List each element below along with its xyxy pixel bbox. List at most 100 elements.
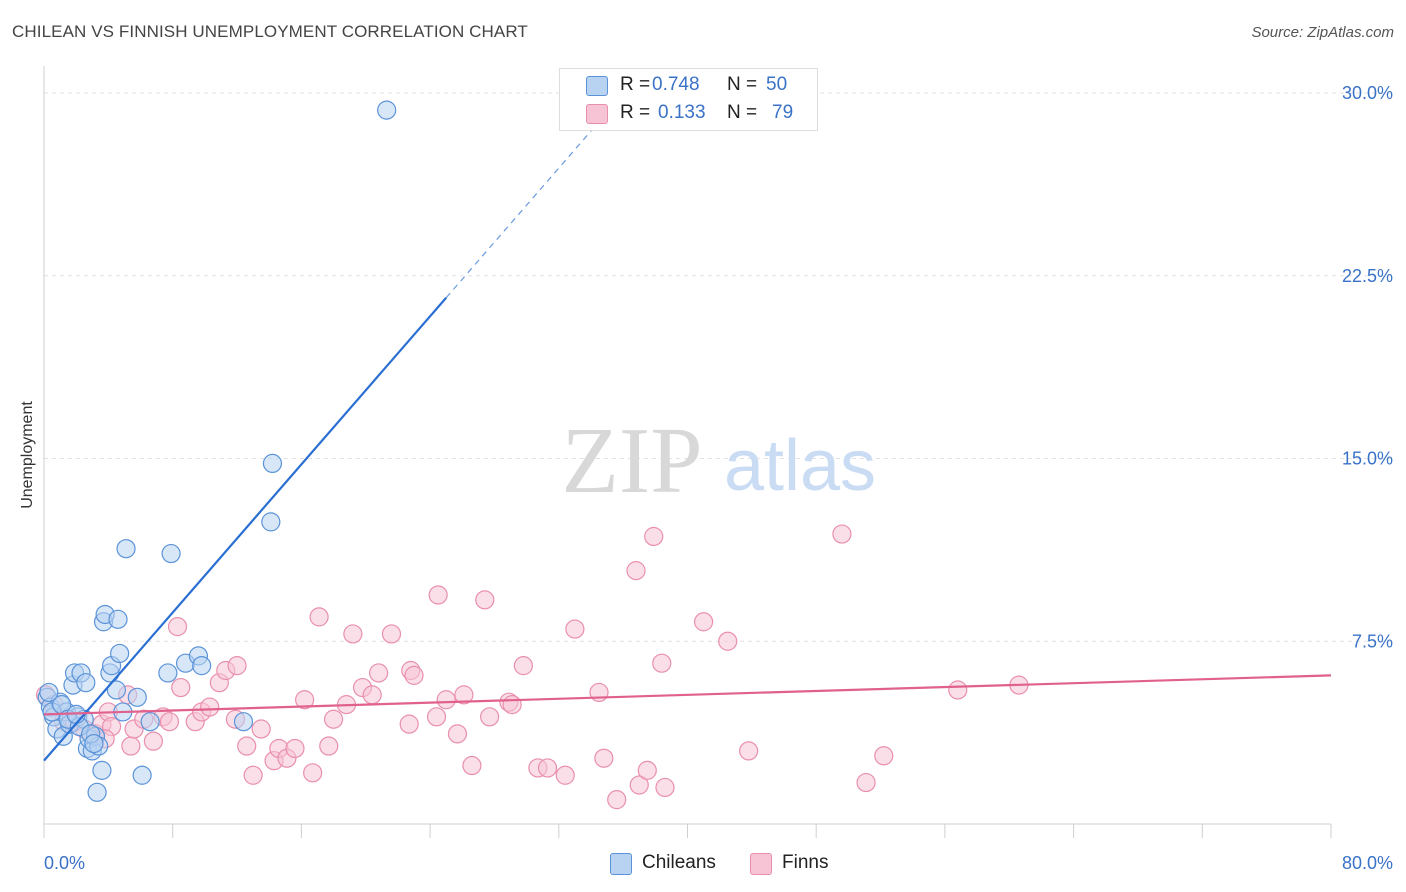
finns-point (693, 612, 714, 632)
chart-source: Source: ZipAtlas.com (1251, 24, 1394, 41)
legend-r-label: R = (620, 102, 651, 123)
grid-lines (44, 92, 1392, 642)
chileans-trend-extension (445, 112, 608, 299)
chileans-legend-label: Chileans (642, 852, 716, 873)
chileans-n-value: 50 (766, 74, 788, 95)
finns-n-value: 79 (772, 102, 794, 123)
finns-point (381, 624, 402, 644)
finns-point (295, 690, 315, 710)
finns-point (143, 731, 163, 751)
finns-point (227, 656, 247, 676)
chileans-point (76, 673, 96, 693)
finns-point (369, 663, 389, 683)
finns-point (428, 585, 448, 605)
chileans-point (87, 782, 107, 802)
chileans-point (127, 687, 147, 707)
finns-point (565, 619, 585, 639)
finns-point (251, 719, 271, 739)
chileans-point (140, 712, 160, 732)
chileans-point (39, 682, 59, 703)
finns-point (285, 738, 305, 759)
finns-point (171, 677, 191, 698)
correlation-legend: R = 0.748 N = 50 R = 0.133 N = 79 (559, 68, 818, 131)
finns-point (159, 712, 180, 732)
finns-legend-swatch (750, 853, 772, 875)
chileans-point (261, 512, 281, 532)
chileans-point (233, 712, 254, 732)
finns-r-value: 0.133 (658, 102, 706, 123)
chileans-series (37, 100, 397, 802)
x-tick-label: 80.0% (1342, 853, 1393, 873)
trend-lines (43, 112, 1332, 762)
chileans-point (262, 453, 283, 474)
chileans-point (377, 100, 397, 120)
finns-trend-line (43, 674, 1332, 716)
y-tick-label: 7.5% (1352, 631, 1393, 651)
chileans-point (161, 543, 181, 564)
finns-point (537, 758, 558, 778)
x-tick-label: 0.0% (44, 853, 85, 873)
finns-point (637, 760, 657, 780)
finns-point (874, 746, 894, 766)
legend-n-label: N = (727, 74, 758, 95)
finns-point (629, 775, 649, 795)
watermark-zip: ZIP (562, 409, 703, 513)
finns-point (323, 709, 344, 729)
finns-point (237, 736, 257, 756)
finns-point (243, 765, 263, 785)
y-tick-label: 15.0% (1342, 449, 1393, 469)
finns-point (399, 714, 419, 734)
finns-point (475, 590, 495, 610)
finns-legend-label: Finns (782, 852, 829, 873)
finns-point (362, 685, 382, 705)
finns-point (309, 607, 329, 627)
chileans-point (158, 663, 178, 683)
finns-point (594, 748, 614, 768)
watermark-atlas: atlas (724, 426, 876, 506)
finns-point (626, 561, 646, 581)
legend-r-label: R = (620, 74, 651, 95)
watermark: ZIP atlas (562, 409, 877, 513)
chileans-point (106, 680, 126, 700)
chileans-legend-swatch (610, 853, 632, 875)
chileans-point (116, 539, 136, 559)
chileans-point (132, 765, 152, 785)
finns-point (948, 680, 968, 700)
finns-point (436, 690, 456, 710)
finns-point (167, 617, 188, 637)
finns-point (343, 624, 363, 644)
finns-point (480, 707, 500, 727)
chart-title: CHILEAN VS FINNISH UNEMPLOYMENT CORRELAT… (12, 22, 528, 41)
finns-point (655, 777, 675, 798)
finns-point (555, 765, 575, 785)
finns-swatch (586, 104, 608, 124)
legend-n-label: N = (727, 102, 758, 123)
finns-point (513, 656, 534, 676)
finns-point (502, 695, 522, 715)
chileans-point (192, 656, 212, 676)
chileans-r-value: 0.748 (652, 74, 700, 95)
chileans-trend-line (43, 296, 448, 762)
finns-point (426, 707, 447, 727)
tick-labels: 7.5% 15.0% 22.5% 30.0% 0.0% 80.0% (44, 83, 1393, 873)
finns-point (652, 653, 672, 673)
chileans-point (92, 760, 112, 780)
finns-point (832, 524, 852, 544)
y-tick-label: 30.0% (1342, 83, 1393, 103)
finns-point (447, 724, 468, 744)
finns-point (200, 697, 220, 717)
chileans-swatch (586, 76, 608, 96)
finns-point (607, 790, 627, 810)
finns-point (404, 665, 424, 685)
finns-point (454, 685, 474, 705)
chileans-point (108, 609, 128, 629)
finns-point (121, 736, 141, 756)
finns-point (644, 526, 664, 547)
finns-point (739, 741, 759, 761)
finns-point (462, 755, 482, 776)
y-tick-label: 22.5% (1342, 266, 1393, 286)
finns-point (319, 736, 339, 756)
finns-point (856, 772, 876, 793)
finns-point (718, 631, 738, 651)
